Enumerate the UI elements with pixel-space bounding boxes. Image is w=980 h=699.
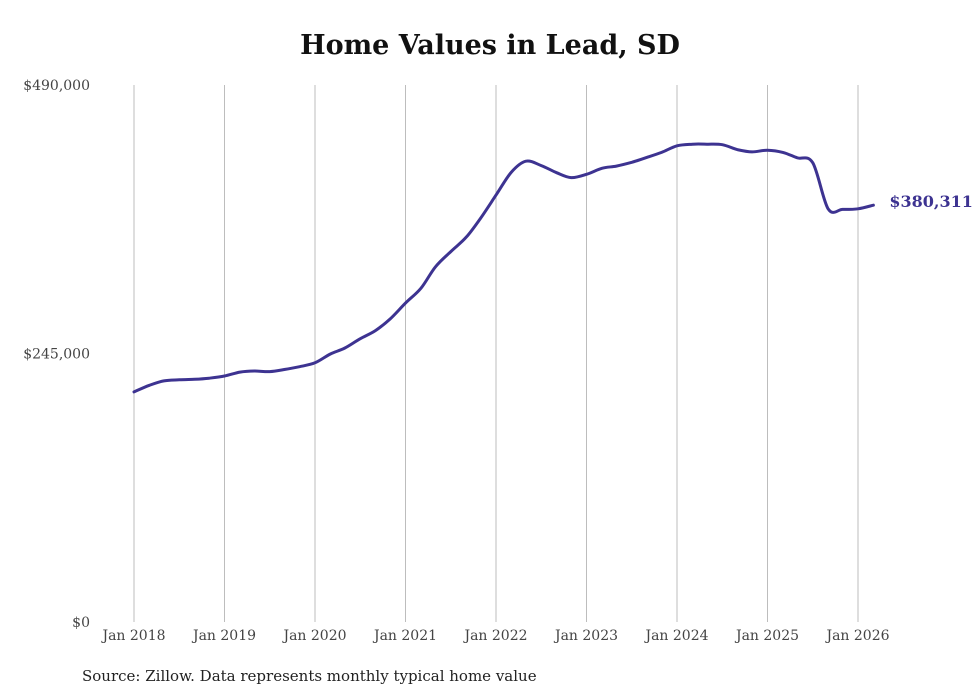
y-tick-label: $0: [72, 615, 90, 631]
x-tick-label: Jan 2018: [100, 628, 165, 644]
series-layer: [132, 142, 875, 394]
y-tick-label: $245,000: [23, 347, 90, 363]
x-tick-label: Jan 2020: [281, 628, 346, 644]
series-line: [132, 142, 875, 394]
chart-title: Home Values in Lead, SD: [300, 30, 680, 61]
grid-layer: [133, 85, 859, 622]
x-tick-label: Jan 2026: [824, 628, 889, 644]
x-tick-label: Jan 2024: [643, 628, 708, 644]
end-value-label: $380,311: [889, 192, 973, 211]
y-tick-label: $490,000: [23, 78, 90, 94]
label-layer: $380,311: [889, 192, 973, 211]
axis-layer: Jan 2018 Jan 2019 Jan 2020 Jan 2021 Jan 2022…: [23, 78, 889, 644]
x-tick-label: Jan 2025: [734, 628, 799, 644]
source-note: Source: Zillow. Data represents monthly …: [82, 667, 537, 685]
x-tick-label: Jan 2019: [191, 628, 256, 644]
x-tick-label: Jan 2022: [462, 628, 527, 644]
x-tick-label: Jan 2021: [372, 628, 437, 644]
x-tick-label: Jan 2023: [553, 628, 618, 644]
